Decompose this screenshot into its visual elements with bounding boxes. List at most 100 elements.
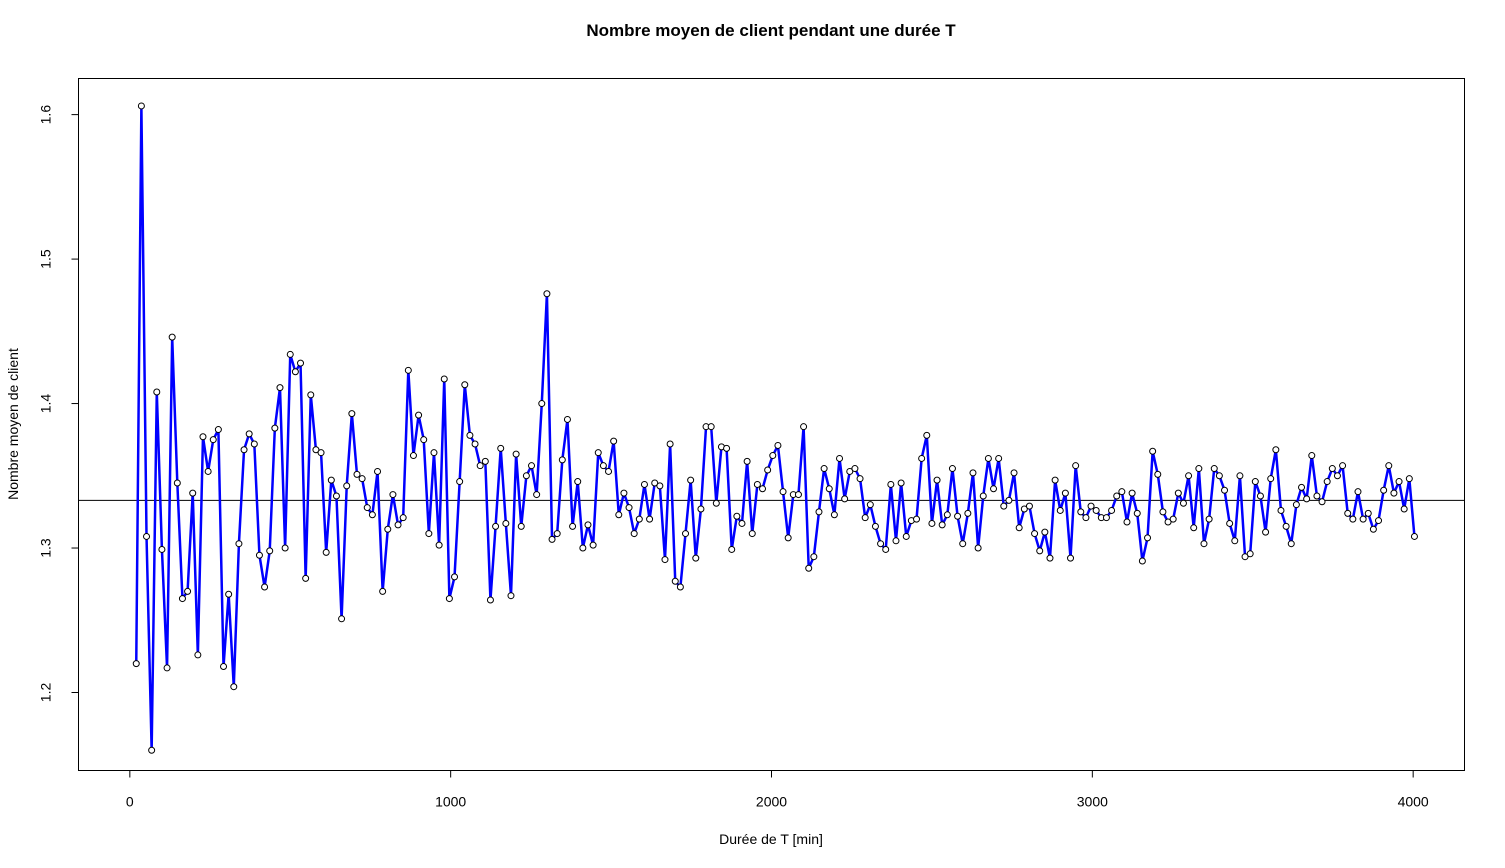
data-point: [517, 522, 525, 530]
data-point: [425, 530, 433, 538]
data-point: [856, 475, 864, 483]
data-point: [1061, 489, 1069, 497]
data-point: [1277, 506, 1285, 514]
data-point: [1344, 509, 1352, 517]
data-point: [456, 478, 464, 486]
data-point: [451, 573, 459, 581]
data-point: [646, 515, 654, 523]
data-point: [461, 381, 469, 389]
data-point: [584, 521, 592, 529]
data-point: [476, 462, 484, 470]
data-point: [379, 587, 387, 595]
data-point: [610, 437, 618, 445]
data-point: [666, 440, 674, 448]
data-point: [902, 532, 910, 540]
data-point: [728, 545, 736, 553]
data-point: [189, 489, 197, 497]
data-point: [1179, 499, 1187, 507]
data-point: [199, 433, 207, 441]
data-point: [1375, 517, 1383, 525]
data-point: [394, 521, 402, 529]
data-point: [507, 592, 515, 600]
data-point: [1123, 518, 1131, 526]
data-point: [533, 491, 541, 499]
data-point: [1303, 495, 1311, 503]
data-point: [1262, 528, 1270, 536]
data-point: [348, 410, 356, 418]
data-point: [1092, 506, 1100, 514]
data-point: [209, 436, 217, 444]
data-point: [1005, 496, 1013, 504]
data-point: [1000, 502, 1008, 510]
data-point: [486, 596, 494, 604]
data-point: [286, 350, 294, 358]
data-point: [1256, 492, 1264, 500]
data-point: [928, 519, 936, 527]
data-point: [445, 595, 453, 603]
data-point: [1128, 489, 1136, 497]
data-point: [605, 467, 613, 475]
data-point: [1339, 462, 1347, 470]
data-point: [954, 512, 962, 520]
data-point: [548, 535, 556, 543]
y-axis-title: Nombre moyen de client: [5, 348, 21, 500]
data-point: [671, 577, 679, 585]
data-point: [312, 446, 320, 454]
data-point: [322, 548, 330, 556]
data-point: [918, 454, 926, 462]
data-point: [302, 574, 310, 582]
data-point: [1215, 472, 1223, 480]
data-point: [266, 547, 274, 555]
data-point: [1200, 540, 1208, 548]
data-point: [1226, 519, 1234, 527]
data-point: [1210, 465, 1218, 473]
y-tick-label: 1.3: [38, 538, 54, 558]
data-point: [1390, 489, 1398, 497]
data-point: [1159, 508, 1167, 516]
data-point: [178, 595, 186, 603]
data-point: [1046, 554, 1054, 562]
data-point: [543, 290, 551, 298]
data-point: [969, 469, 977, 477]
data-point: [225, 590, 233, 598]
data-point: [743, 457, 751, 465]
data-point: [1072, 462, 1080, 470]
data-point: [938, 521, 946, 529]
data-point: [846, 467, 854, 475]
data-point: [240, 446, 248, 454]
data-point: [194, 651, 202, 659]
data-point: [764, 466, 772, 474]
data-point: [707, 423, 715, 431]
data-point: [877, 540, 885, 548]
data-point: [1118, 488, 1126, 496]
data-point: [569, 522, 577, 530]
data-point: [923, 431, 931, 439]
data-point: [563, 415, 571, 423]
data-point: [943, 511, 951, 519]
data-point: [1082, 514, 1090, 522]
data-point: [1313, 492, 1321, 500]
data-point: [1174, 489, 1182, 497]
data-point: [733, 512, 741, 520]
data-point: [1282, 522, 1290, 530]
data-point: [368, 511, 376, 519]
data-point: [353, 470, 361, 478]
data-point: [712, 499, 720, 507]
data-point: [1108, 506, 1116, 514]
data-point: [1405, 475, 1413, 483]
data-point: [271, 424, 279, 432]
data-point: [250, 440, 258, 448]
data-point: [692, 554, 700, 562]
data-point: [492, 522, 500, 530]
data-point: [892, 537, 900, 545]
data-point: [964, 509, 972, 517]
data-point: [1241, 553, 1249, 561]
data-point: [1298, 483, 1306, 491]
data-point: [800, 423, 808, 431]
data-point: [363, 504, 371, 512]
data-point: [163, 664, 171, 672]
data-point: [1144, 534, 1152, 542]
y-tick-label: 1.4: [38, 394, 54, 414]
data-point: [820, 465, 828, 473]
data-point: [399, 514, 407, 522]
